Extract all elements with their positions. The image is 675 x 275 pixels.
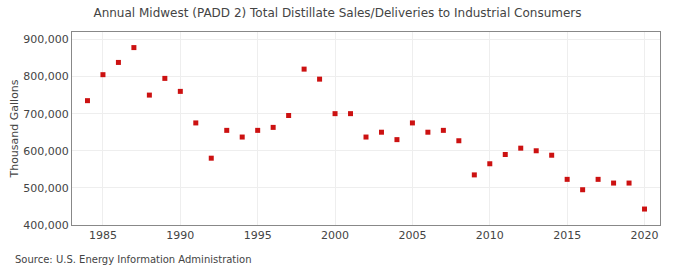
svg-text:1995: 1995	[244, 229, 272, 242]
svg-text:2015: 2015	[553, 229, 581, 242]
svg-text:2000: 2000	[321, 229, 349, 242]
svg-text:1990: 1990	[166, 229, 194, 242]
svg-text:400,000: 400,000	[23, 219, 69, 232]
svg-text:900,000: 900,000	[23, 33, 69, 46]
svg-text:1985: 1985	[89, 229, 117, 242]
svg-text:2010: 2010	[476, 229, 504, 242]
svg-text:800,000: 800,000	[23, 70, 69, 83]
svg-text:2005: 2005	[398, 229, 426, 242]
svg-text:Thousand Gallons: Thousand Gallons	[8, 79, 21, 178]
svg-text:700,000: 700,000	[23, 108, 69, 121]
svg-text:Source: U.S. Energy Informatio: Source: U.S. Energy Information Administ…	[15, 254, 252, 265]
svg-text:600,000: 600,000	[23, 145, 69, 158]
svg-text:Annual Midwest (PADD 2) Total: Annual Midwest (PADD 2) Total Distillate…	[93, 6, 581, 20]
svg-text:2020: 2020	[631, 229, 659, 242]
svg-text:500,000: 500,000	[23, 182, 69, 195]
